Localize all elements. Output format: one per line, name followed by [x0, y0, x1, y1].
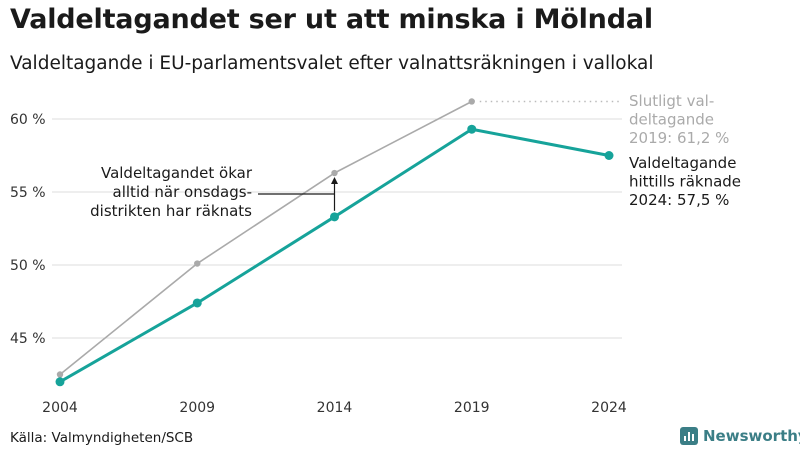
x-tick-label: 2019 [454, 400, 490, 416]
data-point-counted [330, 212, 339, 222]
x-tick-label: 2009 [179, 400, 215, 416]
data-point-final [56, 371, 64, 378]
data-point-counted [467, 124, 477, 134]
chart-subtitle: Valdeltagande i EU-parlamentsvalet efter… [10, 53, 654, 74]
source-note: Källa: Valmyndigheten/SCB [10, 430, 194, 446]
series-line-final [59, 100, 473, 376]
callout-text: alltid när onsdags- [113, 183, 252, 201]
final-series-label: deltagande [629, 111, 714, 129]
data-point-final [331, 169, 338, 177]
callout-text: Valdeltagandet ökar [101, 164, 253, 182]
y-tick-label: 45 % [10, 331, 46, 347]
counted-series-label: 2024: 57,5 % [629, 191, 729, 209]
y-tick-label: 50 % [10, 258, 46, 274]
callout-text: distrikten har räknats [90, 202, 252, 220]
data-point-final [194, 260, 201, 267]
x-tick-label: 2014 [317, 400, 353, 416]
counted-series-label: hittills räknade [629, 173, 741, 191]
data-point-final [468, 98, 475, 105]
brand-name: Newsworthy [703, 427, 800, 445]
y-tick-label: 60 % [10, 112, 46, 128]
x-tick-label: 2004 [42, 400, 78, 416]
y-tick-label: 55 % [10, 185, 46, 201]
callout-arrowhead [331, 177, 338, 185]
data-point-counted [192, 298, 202, 308]
chart-title: Valdeltagandet ser ut att minska i Mölnd… [10, 4, 653, 35]
data-point-counted [604, 151, 614, 160]
final-series-label: Slutligt val- [629, 92, 714, 110]
data-point-counted [55, 377, 65, 387]
x-tick-label: 2024 [591, 400, 627, 416]
final-series-label: 2019: 61,2 % [629, 129, 729, 147]
bar-chart-icon [680, 427, 698, 445]
counted-series-label: Valdeltagande [629, 154, 736, 172]
brand-logo: Newsworthy [680, 427, 800, 445]
